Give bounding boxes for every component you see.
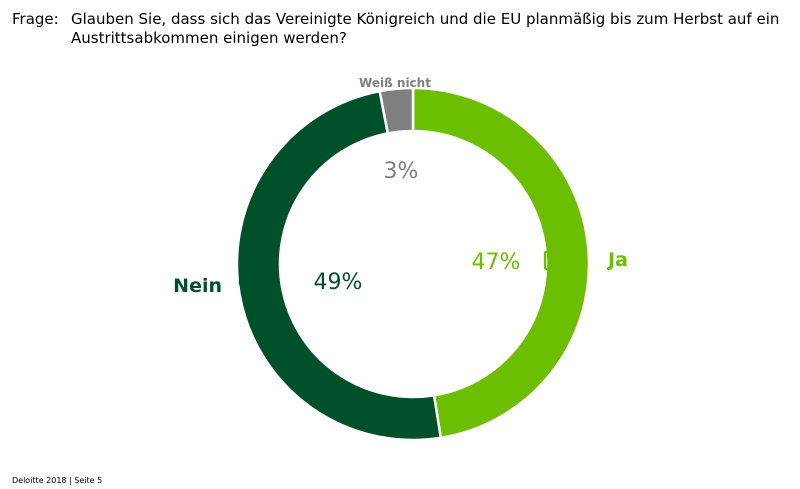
question-body: Glauben Sie, dass sich das Vereinigte Kö…: [71, 10, 780, 47]
category-label-ja: Ja: [606, 249, 628, 271]
footer-text: Deloitte 2018 | Seite 5: [12, 476, 103, 485]
donut-slice-nein: [235, 89, 443, 442]
slice-label-ja: 47%: [472, 250, 521, 275]
thumbs-down-icon: [238, 266, 276, 299]
category-label-nein: Nein: [173, 275, 222, 297]
question-prefix: Frage:: [12, 10, 59, 28]
donut-slice-ja: [411, 86, 591, 440]
slice-label-nein: 49%: [314, 270, 363, 295]
thumbs-up-icon: [543, 238, 581, 271]
category-label-weiss-nicht: Weiß nicht: [359, 76, 431, 90]
donut-slices: [235, 86, 591, 442]
donut-slice-weiß-nicht: [378, 86, 415, 135]
slice-label-weiss-nicht: 3%: [384, 159, 419, 184]
question-text: Frage: Glauben Sie, dass sich das Verein…: [12, 10, 782, 48]
